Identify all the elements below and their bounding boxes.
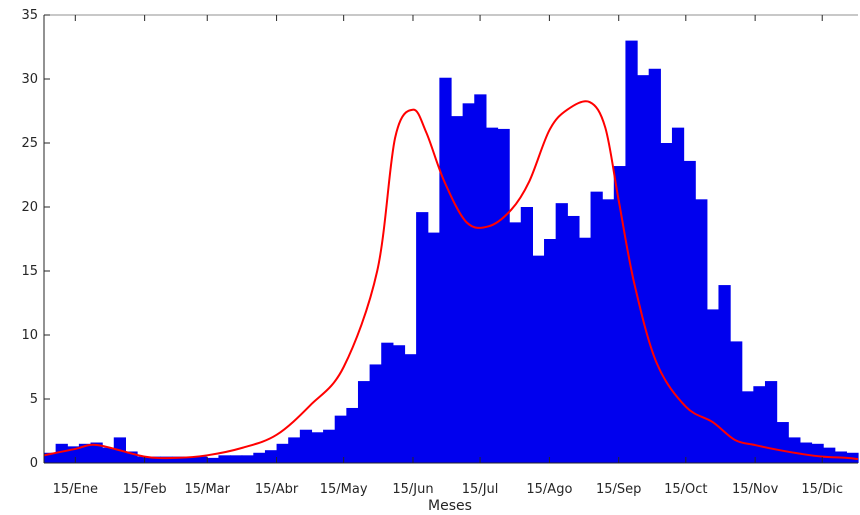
histogram-bar — [567, 215, 580, 463]
histogram-bar — [102, 447, 115, 463]
x-tick-label: 15/Sep — [596, 482, 641, 497]
histogram-bar — [753, 386, 766, 463]
y-tick-label: 10 — [21, 328, 38, 343]
y-tick-label: 30 — [21, 72, 38, 87]
y-tick-label: 20 — [21, 200, 38, 215]
histogram-bar — [183, 456, 196, 463]
histogram-bar — [323, 429, 336, 463]
histogram-bar — [462, 103, 475, 463]
histogram-bar — [660, 143, 673, 463]
x-tick-label: 15/Oct — [664, 482, 707, 497]
histogram-bar — [346, 407, 359, 463]
histogram-bar — [276, 443, 289, 463]
histogram-bar — [195, 456, 208, 463]
histogram-bar — [637, 75, 650, 463]
histogram-bar — [718, 285, 731, 463]
histogram-bar — [148, 456, 161, 463]
histogram-bar — [741, 391, 754, 463]
histogram-bar — [404, 354, 417, 463]
histogram-bar — [171, 456, 185, 463]
histogram-bar — [520, 207, 533, 463]
x-axis-label: Meses — [428, 498, 472, 514]
histogram-bar — [474, 94, 487, 464]
histogram-bar — [695, 199, 708, 463]
x-tick-label: 15/Jun — [392, 482, 433, 497]
x-tick-label: 15/Abr — [255, 482, 299, 497]
histogram-bar — [602, 199, 615, 463]
histogram-bar — [125, 451, 138, 463]
histogram-bar — [381, 342, 394, 463]
histogram-bar — [206, 457, 220, 463]
x-tick-label: 15/Feb — [123, 482, 167, 497]
histogram-bar — [706, 309, 720, 463]
histogram-bar — [730, 341, 743, 463]
histogram-bar — [299, 429, 313, 463]
histogram-bar — [799, 442, 813, 463]
histogram-bar — [485, 127, 499, 463]
histogram-bar — [776, 422, 789, 463]
histogram-bar — [392, 345, 406, 463]
histogram-bar — [555, 203, 568, 463]
x-tick-label: 15/Ene — [53, 482, 98, 497]
y-tick-label: 0 — [30, 456, 38, 471]
y-tick-label: 5 — [30, 392, 38, 407]
x-tick-label: 15/Dic — [801, 482, 843, 497]
histogram-bar — [509, 222, 522, 463]
histogram-bar — [253, 452, 266, 463]
x-tick-label: 15/Jul — [462, 482, 499, 497]
histogram-bar — [544, 239, 557, 463]
histogram-bar — [811, 443, 824, 463]
histogram-bar — [160, 456, 173, 463]
histogram-bar — [288, 437, 301, 463]
histogram-bar — [532, 255, 545, 463]
histogram-bar — [78, 443, 92, 463]
histogram-bar — [230, 455, 243, 463]
histogram-bar — [369, 364, 382, 463]
histogram-bar — [55, 443, 68, 463]
smoothed-curve-line — [43, 100, 859, 461]
histogram-bar — [44, 452, 57, 463]
y-tick-label: 25 — [21, 136, 38, 151]
histogram-bar — [218, 455, 231, 463]
histogram-bar — [590, 191, 603, 463]
histogram-bar — [241, 455, 254, 463]
histogram-bar — [439, 77, 452, 463]
histogram-bar — [578, 237, 592, 463]
x-tick-label: 15/Nov — [732, 482, 779, 497]
y-tick-label: 15 — [21, 264, 38, 279]
x-tick-label: 15/May — [320, 482, 368, 497]
tick-labels: 0 5 10 15 20 25 30 35 15/Ene 15/Feb 15/Mar 15/Abr 15… — [21, 8, 843, 497]
histogram-bar — [137, 456, 150, 463]
histogram-bar — [625, 40, 638, 463]
histogram-bar — [90, 442, 103, 463]
histogram-bar — [416, 212, 429, 463]
histogram-bar — [357, 381, 371, 463]
histogram-bar — [334, 415, 347, 463]
axes — [43, 14, 858, 464]
histogram-bar — [497, 128, 510, 464]
histogram-bar — [671, 127, 685, 463]
y-tick-label: 35 — [21, 8, 38, 23]
histogram-bar — [311, 432, 324, 463]
smoothed-curve-layer — [43, 100, 859, 461]
histogram-bars — [44, 40, 859, 464]
x-tick-label: 15/Ago — [526, 482, 572, 497]
histogram-bar — [613, 166, 627, 464]
histogram-bar — [264, 450, 278, 463]
histogram-bar — [648, 68, 661, 463]
histogram-bar — [451, 116, 464, 464]
histogram-bar — [823, 447, 836, 463]
x-tick-label: 15/Mar — [185, 482, 231, 497]
histogram-bar — [427, 232, 440, 463]
histogram-bar — [683, 160, 696, 464]
histogram-bar — [764, 381, 778, 463]
histogram-bar — [788, 437, 801, 463]
